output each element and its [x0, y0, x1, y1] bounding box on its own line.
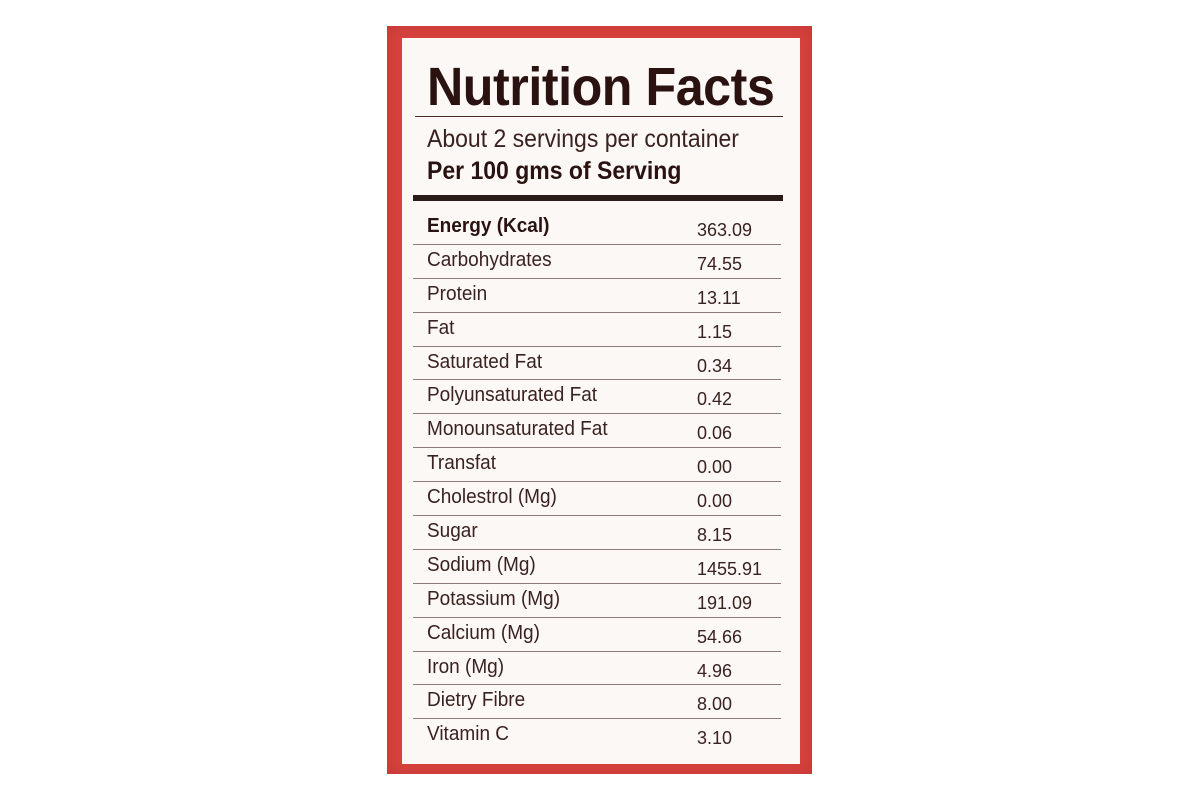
- nutrient-name: Fat: [427, 316, 455, 339]
- nutrient-value: 0.00: [697, 457, 733, 478]
- nutrient-value: 1455.91: [697, 558, 763, 579]
- nutrient-row: Sodium (Mg) 1455.91: [413, 550, 781, 584]
- nutrient-name: Potassium (Mg): [427, 587, 561, 610]
- nutrient-name: Vitamin C: [427, 723, 510, 746]
- nutrient-name: Monounsaturated Fat: [427, 418, 608, 441]
- nutrient-name: Sodium (Mg): [427, 553, 536, 576]
- nutrient-table: Energy (Kcal) 363.09 Carbohydrates 74.55…: [413, 211, 781, 753]
- nutrient-row: Vitamin C 3.10: [413, 719, 781, 753]
- nutrient-row: Carbohydrates 74.55: [413, 245, 781, 279]
- nutrient-row: Fat 1.15: [413, 313, 781, 347]
- thick-divider: [413, 195, 783, 201]
- servings-per-container: About 2 servings per container: [427, 125, 739, 153]
- nutrient-value: 363.09: [697, 220, 753, 240]
- nutrient-row: Cholestrol (Mg) 0.00: [413, 482, 781, 517]
- nutrient-value: 4.96: [697, 660, 733, 681]
- nutrient-value: 0.06: [697, 423, 733, 444]
- nutrient-row: Monounsaturated Fat 0.06: [413, 414, 781, 449]
- nutrition-facts-title: Nutrition Facts: [427, 57, 775, 117]
- nutrient-value: 0.00: [697, 491, 733, 512]
- nutrient-name: Dietry Fibre: [427, 689, 526, 712]
- nutrient-name: Transfat: [427, 452, 496, 475]
- nutrition-panel: [402, 38, 800, 764]
- nutrient-row: Sugar 8.15: [413, 516, 781, 550]
- nutrient-name: Cholestrol (Mg): [427, 486, 557, 509]
- title-divider: [415, 116, 783, 117]
- nutrient-value: 0.34: [697, 355, 733, 376]
- nutrient-name: Calcium (Mg): [427, 621, 540, 644]
- nutrient-row: Iron (Mg) 4.96: [413, 652, 781, 686]
- nutrient-row: Potassium (Mg) 191.09: [413, 584, 781, 618]
- nutrient-row: Energy (Kcal) 363.09: [413, 211, 781, 245]
- nutrient-row: Transfat 0.00: [413, 448, 781, 483]
- nutrient-value: 0.42: [697, 389, 733, 410]
- nutrient-value: 191.09: [697, 592, 753, 613]
- nutrient-name: Energy (Kcal): [427, 215, 550, 237]
- nutrient-name: Iron (Mg): [427, 655, 505, 678]
- nutrient-row: Saturated Fat 0.34: [413, 347, 781, 381]
- serving-basis: Per 100 gms of Serving: [427, 157, 682, 185]
- nutrient-name: Saturated Fat: [427, 350, 543, 373]
- nutrient-value: 13.11: [697, 287, 741, 308]
- nutrient-value: 8.15: [697, 525, 733, 546]
- nutrient-value: 8.00: [697, 694, 733, 715]
- nutrient-row: Protein 13.11: [413, 279, 781, 313]
- nutrient-row: Polyunsaturated Fat 0.42: [413, 380, 781, 415]
- nutrient-value: 1.15: [697, 321, 733, 342]
- nutrient-name: Protein: [427, 282, 488, 305]
- nutrient-name: Carbohydrates: [427, 248, 552, 271]
- nutrient-value: 54.66: [697, 626, 743, 647]
- nutrient-value: 74.55: [697, 253, 743, 274]
- nutrient-value: 3.10: [697, 728, 733, 749]
- nutrient-name: Sugar: [427, 520, 478, 543]
- nutrient-row: Calcium (Mg) 54.66: [413, 618, 781, 652]
- nutrient-name: Polyunsaturated Fat: [427, 384, 598, 407]
- nutrient-row: Dietry Fibre 8.00: [413, 685, 781, 720]
